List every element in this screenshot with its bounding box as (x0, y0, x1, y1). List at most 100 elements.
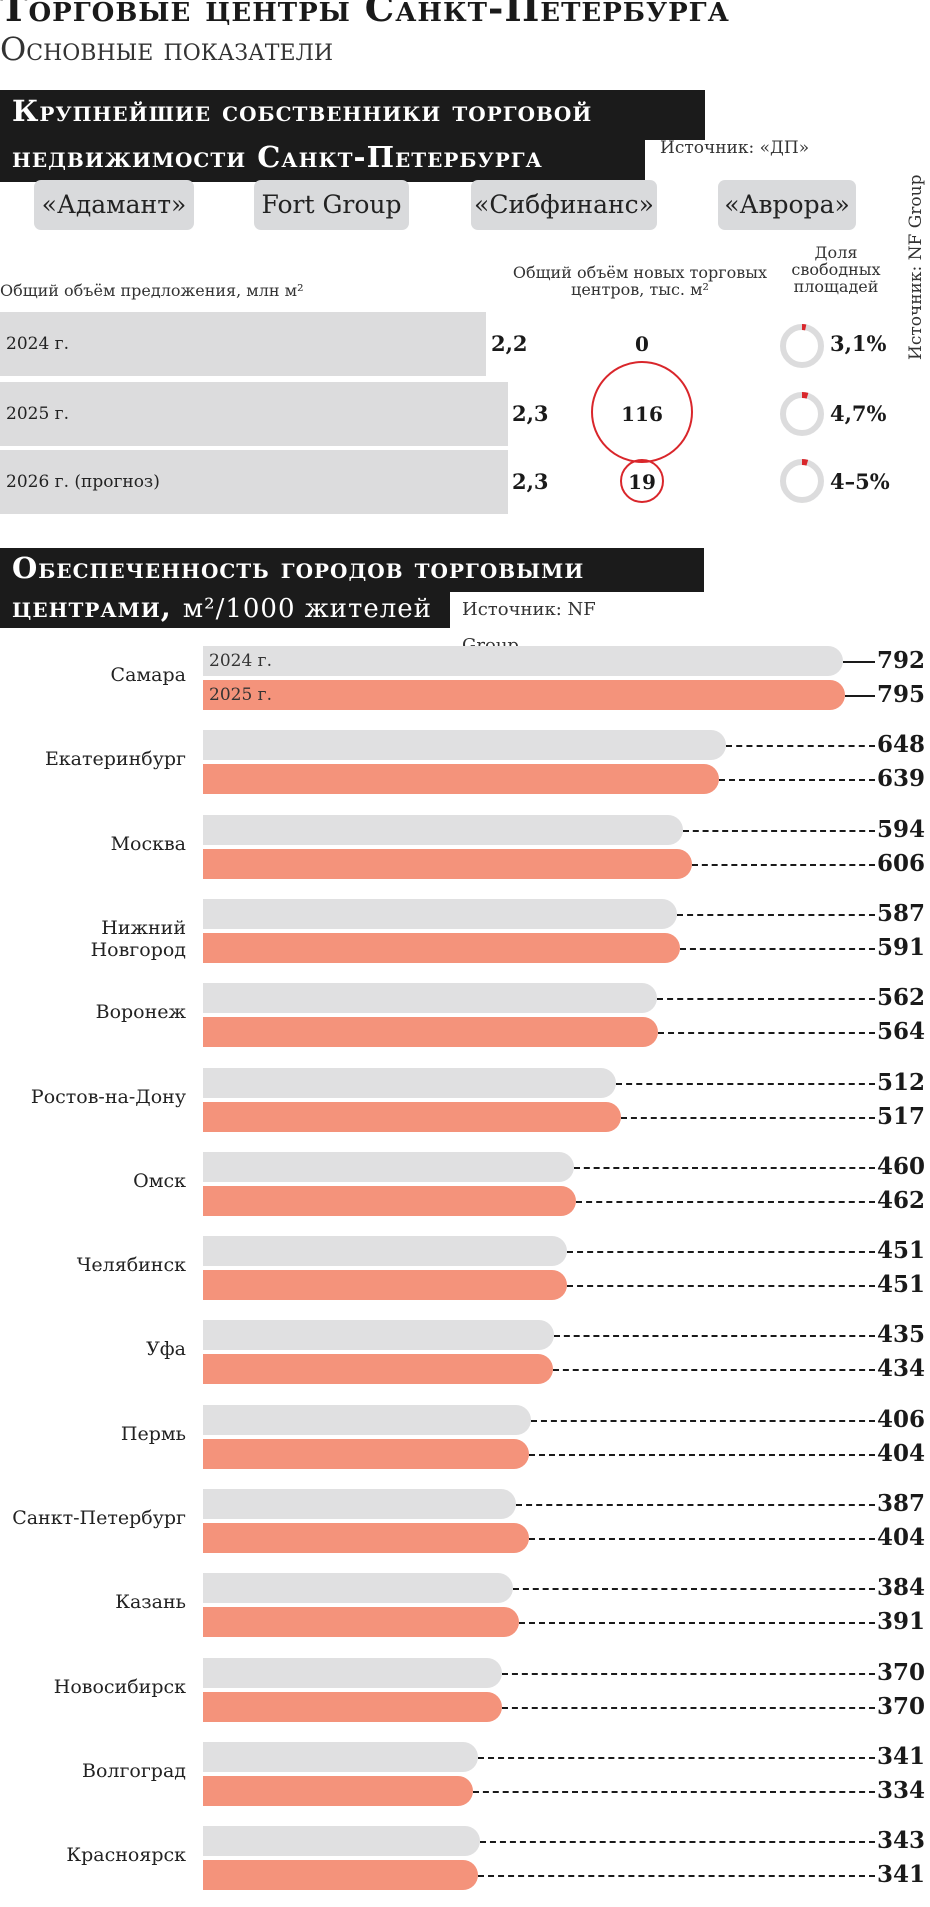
year-label-2024: 2024 г. (6, 334, 69, 354)
owner-avrora: «Аврора» (718, 180, 856, 230)
col-header-supply: Общий объём предложения, млн м² (0, 281, 304, 300)
leader-line (501, 1672, 875, 1675)
city-label: Нижний Новгород (90, 916, 186, 961)
city-label: Уфа (146, 1338, 186, 1361)
bar-value: 462 (877, 1186, 926, 1214)
year-label-2025: 2025 г. (6, 404, 69, 424)
bar-2024 (203, 1404, 531, 1435)
leader-line (554, 1335, 875, 1338)
section2-heading-line2: центрами, м²/1000 жителей (0, 590, 450, 628)
city-label: Москва (110, 832, 186, 855)
page-title: Торговые центры Санкт-Петербурга (0, 0, 730, 30)
city-label: Казань (115, 1591, 186, 1614)
bar-2025 (203, 1523, 530, 1553)
leader-line (658, 1032, 875, 1035)
bar-value: 587 (877, 899, 926, 927)
leader-line (726, 745, 875, 748)
bar-2025 (203, 848, 693, 879)
bar-2024 (203, 898, 678, 929)
bar-2025 (203, 764, 720, 795)
bar-2024 (203, 730, 727, 761)
leader-line (574, 1166, 875, 1169)
bar-value: 404 (877, 1524, 926, 1551)
bar-value: 639 (877, 765, 926, 793)
supply-bar-2024 (0, 312, 486, 376)
bar-value: 391 (877, 1608, 926, 1636)
new-space-circle-2025 (591, 361, 693, 463)
col-header-new-space: Общий объём новых торговых центров, тыс.… (512, 263, 768, 299)
leader-line (515, 1504, 875, 1506)
bar-2025 (203, 1101, 621, 1132)
city-label: Екатеринбург (44, 748, 186, 771)
bar-value: 404 (877, 1439, 926, 1467)
leader-line (616, 1082, 875, 1085)
bar-value: 451 (877, 1237, 926, 1265)
bar-2024 (203, 1236, 568, 1267)
vacancy-value-2024: 3,1% (830, 331, 887, 356)
leader-line (567, 1251, 875, 1254)
new-space-circle-2026 (620, 459, 664, 503)
owner-adamant: «Адамант» (34, 180, 194, 230)
new-space-value-2024: 0 (635, 332, 649, 356)
leader-line (479, 1841, 875, 1844)
bar-value: 370 (877, 1658, 926, 1686)
leader-line (620, 1116, 875, 1119)
leader-line (719, 779, 875, 782)
section1-heading-line1: Крупнейшие собственники торговой (0, 90, 705, 140)
bar-2024 (203, 1489, 516, 1519)
bar-2025 (203, 1354, 554, 1385)
city-label: Челябинск (76, 1254, 186, 1277)
leader-line (478, 1756, 875, 1759)
new-space-value-2026: 19 (628, 470, 656, 494)
leader-line (692, 863, 875, 866)
bar-value: 460 (877, 1152, 926, 1180)
series-label-2024: 2024 г. (209, 651, 272, 671)
bar-value: 795 (877, 681, 926, 708)
vacancy-ring-fill-2025 (801, 391, 809, 399)
leader-line (576, 1200, 875, 1203)
bar-value: 343 (877, 1827, 926, 1855)
bar-2025 (203, 1691, 502, 1722)
bar-2025 (203, 932, 681, 963)
bar-2024 (203, 646, 843, 676)
bar-value: 562 (877, 984, 926, 1012)
bar-value: 334 (877, 1776, 926, 1804)
bar-value: 451 (877, 1271, 926, 1299)
page-subtitle: Основные показатели (0, 30, 334, 68)
bar-value: 341 (877, 1861, 926, 1889)
bar-2025 (203, 680, 845, 710)
supply-bar-2026 (0, 450, 508, 514)
bar-2025 (203, 1775, 473, 1806)
city-label: Омск (133, 1169, 186, 1192)
bar-2025 (203, 1438, 530, 1469)
city-label: Красноярск (66, 1844, 186, 1867)
leader-line (680, 947, 875, 950)
vacancy-ring-2026 (780, 459, 824, 503)
bar-2025 (203, 1860, 479, 1891)
bar-2025 (203, 1017, 659, 1048)
bar-2024 (203, 814, 683, 845)
leader-line (513, 1588, 875, 1591)
bar-value: 512 (877, 1068, 926, 1096)
section2-heading-line1: Обеспеченность городов торговыми (0, 548, 704, 592)
bar-2024 (203, 1320, 555, 1351)
series-label-2025: 2025 г. (209, 685, 272, 705)
leader-line (656, 998, 875, 1001)
leader-line (553, 1369, 875, 1372)
city-label: Самара (110, 664, 186, 686)
supply-value-2025: 2,3 (512, 401, 549, 426)
bar-value: 370 (877, 1692, 926, 1720)
section1-heading-line2: недвижимости Санкт-Петербурга (0, 140, 645, 182)
section1-source: Источник: «ДП» (660, 138, 810, 158)
section2-heading-word: центрами, (12, 590, 172, 624)
bar-2024 (203, 1657, 502, 1688)
bar-value: 591 (877, 933, 926, 961)
bar-value: 406 (877, 1405, 926, 1433)
leader-line (529, 1453, 875, 1456)
supply-value-2026: 2,3 (512, 469, 549, 494)
vacancy-value-2026: 4–5% (830, 469, 890, 494)
leader-line (518, 1622, 875, 1625)
bar-2024 (203, 1741, 479, 1772)
vacancy-ring-2024 (780, 324, 824, 368)
bar-value: 648 (877, 731, 926, 759)
